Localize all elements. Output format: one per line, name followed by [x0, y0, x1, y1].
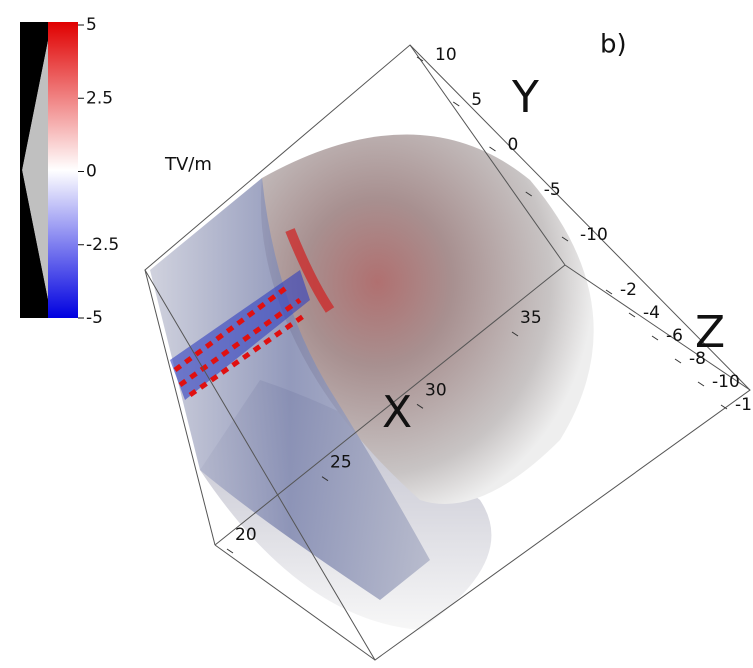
z-tick-label: -4 — [643, 303, 660, 323]
z-tick-mark — [652, 336, 658, 340]
z-tick-label: -6 — [666, 326, 683, 346]
z-tick-label: -2 — [620, 280, 637, 300]
y-tick-label: 0 — [508, 135, 519, 155]
z-tick-label: -8 — [689, 349, 706, 369]
x-tick-label: 20 — [235, 525, 257, 545]
x-tick-label: 30 — [425, 380, 447, 400]
y-tick-mark — [453, 102, 459, 106]
y-tick-label: -10 — [580, 225, 608, 245]
colorbar-tick-label: -2.5 — [86, 235, 119, 255]
z-tick-label: -10 — [712, 372, 740, 392]
colorbar-unit: TV/m — [164, 154, 212, 175]
z-tick-mark — [629, 313, 635, 317]
y-tick-label: 10 — [435, 45, 457, 65]
colorbar — [20, 22, 78, 318]
z-tick-mark — [698, 382, 704, 386]
figure: TV/m b) Y Z X 52.50-2.5-51050-5-10-2-4-6… — [0, 0, 753, 668]
y-tick-mark — [490, 147, 496, 151]
y-tick-label: 5 — [471, 90, 482, 110]
x-tick-mark — [227, 549, 233, 553]
x-tick-label: 25 — [330, 453, 352, 473]
colorbar-tick-label: 0 — [86, 162, 97, 182]
color-ramp — [48, 22, 78, 318]
z-tick-label: -12 — [735, 395, 753, 415]
colorbar-tick-label: 5 — [86, 15, 97, 35]
axis-title-y: Y — [511, 72, 539, 123]
z-tick-mark — [675, 359, 681, 363]
colorbar-tick-label: 2.5 — [86, 88, 113, 108]
colorbar-tick-label: -5 — [86, 308, 103, 328]
y-tick-label: -5 — [544, 180, 561, 200]
x-tick-label: 35 — [520, 308, 542, 328]
panel-label: b) — [600, 30, 627, 60]
axis-title-x: X — [382, 387, 412, 438]
